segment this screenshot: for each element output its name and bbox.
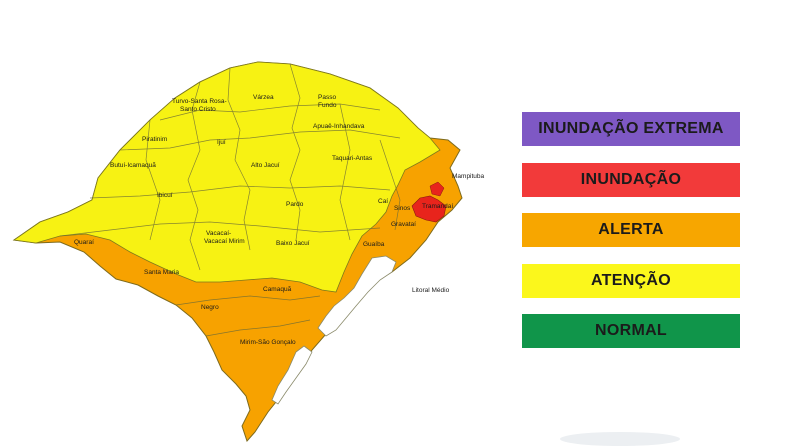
svg-text:Guaíba: Guaíba — [363, 241, 385, 248]
legend-alert: ALERTA — [522, 213, 740, 247]
svg-text:Camaquã: Camaquã — [263, 286, 292, 293]
legend-flood: INUNDAÇÃO — [522, 162, 740, 197]
svg-text:Turvo-Santa Rosa-Santo Cristo: Turvo-Santa Rosa-Santo Cristo — [172, 98, 227, 113]
lagoa-mirim — [271, 345, 313, 405]
svg-text:Butuí-Icamaquã: Butuí-Icamaquã — [110, 162, 156, 169]
svg-text:Caí: Caí — [378, 198, 388, 205]
svg-text:Mampituba: Mampituba — [452, 173, 485, 180]
attention-zone — [12, 61, 441, 293]
svg-text:Várzea: Várzea — [253, 94, 274, 101]
basin-boundaries — [59, 63, 401, 337]
legend-normal: NORMAL — [522, 314, 740, 348]
svg-text:Apuaê-Inhandava: Apuaê-Inhandava — [313, 123, 365, 130]
legend-attention: ATENÇÃO — [522, 263, 740, 298]
svg-text:Gravataí: Gravataí — [391, 221, 416, 228]
svg-text:Negro: Negro — [201, 304, 219, 311]
lagoa-dos-patos — [317, 255, 397, 337]
svg-text:Mirim-São Gonçalo: Mirim-São Gonçalo — [240, 339, 296, 346]
svg-text:Quaraí: Quaraí — [74, 239, 94, 246]
svg-text:Piratinim: Piratinim — [142, 136, 167, 143]
svg-text:Tramandaí: Tramandaí — [422, 203, 453, 210]
flood-legend: INUNDAÇÃO EXTREMA INUNDAÇÃO ALERTA ATENÇ… — [522, 112, 740, 365]
flood-zone-north — [429, 181, 445, 197]
decorative-shadow — [560, 432, 680, 446]
legend-extreme-flood: INUNDAÇÃO EXTREMA — [522, 112, 740, 146]
flood-zone — [411, 195, 447, 223]
svg-text:Pardo: Pardo — [286, 201, 304, 208]
svg-text:Sinos: Sinos — [394, 205, 411, 212]
svg-text:Litoral Médio: Litoral Médio — [412, 287, 450, 294]
svg-text:Vacacaí-Vacacaí Mirim: Vacacaí-Vacacaí Mirim — [204, 230, 245, 245]
region-labels: Várzea Passo Fundo Turvo-Santa Rosa-Santo… — [74, 94, 485, 346]
svg-text:Baixo Jacuí: Baixo Jacuí — [276, 240, 310, 247]
svg-text:Alto Jacuí: Alto Jacuí — [251, 162, 280, 169]
svg-text:Taquari-Antas: Taquari-Antas — [332, 155, 373, 162]
svg-text:Santa Maria: Santa Maria — [144, 269, 179, 276]
svg-text:Ijuí: Ijuí — [217, 139, 226, 146]
svg-text:Ibicuí: Ibicuí — [157, 192, 173, 199]
